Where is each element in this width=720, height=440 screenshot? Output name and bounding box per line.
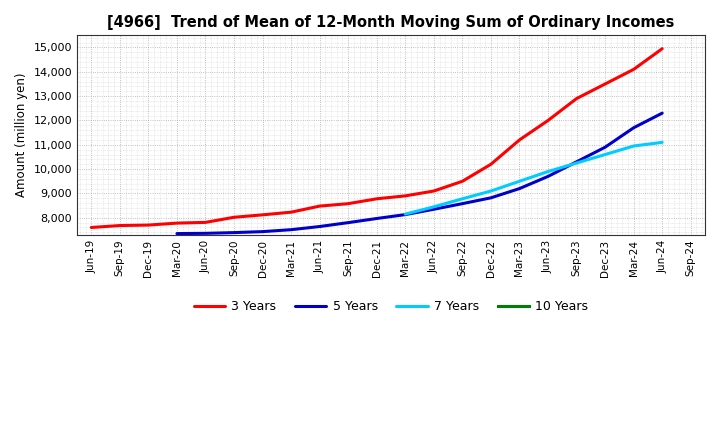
7 Years (629, 143, 638, 149)
Y-axis label: Amount (million yen): Amount (million yen) (15, 73, 28, 197)
7 Years (544, 169, 552, 174)
7 Years (658, 140, 667, 145)
5 Years (487, 195, 495, 201)
5 Years (600, 145, 609, 150)
5 Years (515, 186, 523, 191)
5 Years (344, 220, 353, 225)
5 Years (230, 230, 238, 235)
3 Years (87, 225, 96, 230)
5 Years (201, 231, 210, 236)
3 Years (629, 67, 638, 72)
Line: 3 Years: 3 Years (91, 49, 662, 227)
3 Years (515, 137, 523, 143)
3 Years (115, 223, 124, 228)
7 Years (572, 161, 581, 166)
3 Years (544, 118, 552, 123)
5 Years (315, 224, 324, 229)
3 Years (372, 196, 381, 202)
3 Years (658, 46, 667, 51)
5 Years (372, 216, 381, 221)
3 Years (201, 220, 210, 225)
7 Years (458, 196, 467, 202)
5 Years (430, 207, 438, 212)
3 Years (430, 188, 438, 194)
3 Years (600, 81, 609, 87)
7 Years (515, 179, 523, 184)
7 Years (430, 204, 438, 209)
3 Years (315, 203, 324, 209)
Line: 7 Years: 7 Years (405, 143, 662, 214)
5 Years (287, 227, 295, 232)
3 Years (458, 179, 467, 184)
3 Years (144, 223, 153, 228)
7 Years (600, 152, 609, 157)
3 Years (287, 209, 295, 215)
3 Years (230, 215, 238, 220)
3 Years (258, 212, 267, 217)
7 Years (487, 188, 495, 194)
Title: [4966]  Trend of Mean of 12-Month Moving Sum of Ordinary Incomes: [4966] Trend of Mean of 12-Month Moving … (107, 15, 675, 30)
5 Years (629, 125, 638, 130)
5 Years (658, 110, 667, 116)
5 Years (544, 174, 552, 179)
3 Years (572, 96, 581, 101)
3 Years (487, 161, 495, 167)
7 Years (401, 212, 410, 217)
Legend: 3 Years, 5 Years, 7 Years, 10 Years: 3 Years, 5 Years, 7 Years, 10 Years (189, 295, 593, 318)
5 Years (173, 231, 181, 236)
3 Years (401, 193, 410, 198)
5 Years (572, 159, 581, 165)
5 Years (258, 229, 267, 234)
5 Years (401, 212, 410, 217)
3 Years (344, 201, 353, 206)
5 Years (458, 201, 467, 206)
3 Years (173, 220, 181, 226)
Line: 5 Years: 5 Years (177, 113, 662, 234)
